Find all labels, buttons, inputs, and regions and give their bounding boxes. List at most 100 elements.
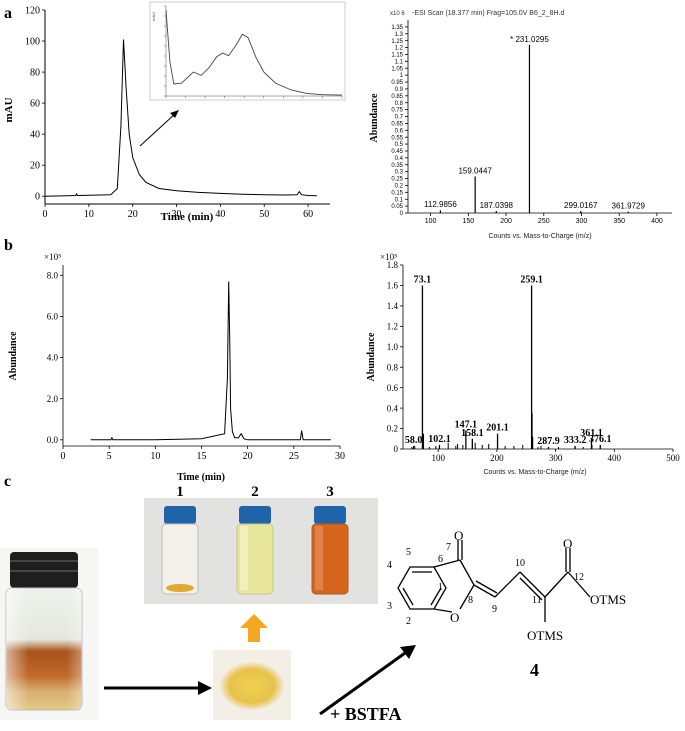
carbonyl-o: O [454,528,463,543]
reaction-arrow-right-head [198,681,212,695]
a-left-x-label: Time (min) [161,211,214,223]
inset-frame [149,1,346,101]
ester-o: O [563,536,572,551]
inset-y-label: mAU [151,12,156,21]
a-right-xtick-label: 300 [576,218,588,225]
hplc-chromatogram: 0 20 40 60 80 100 120 0 10 20 30 40 50 60 Time (min)… [3,6,330,223]
b-right-peak-label: 73.1 [414,274,432,285]
benzene-double-bond-3 [402,587,414,606]
vial-2-cap [239,506,271,524]
b-right-peak-label: 361.1 [580,428,603,439]
a-left-xtick-label: 0 [43,209,48,220]
large-vial-glare [6,588,82,710]
atom-label-9: 9 [492,604,497,615]
a-right-ytick-label: 0.4 [395,156,404,162]
atom-label-6: 6 [438,554,443,565]
a-left-xtick-label: 10 [84,209,94,220]
otms-ester: OTMS [590,592,626,607]
b-left-xtick-label: 15 [197,451,207,462]
a-right-ytick-label: 1.15 [391,53,403,59]
reaction-arrow-diagonal-head [400,645,416,659]
a-right-ytick-label: 1.2 [395,46,404,52]
bond-c10-c11-b [519,577,543,601]
large-vial-photo [0,548,98,720]
a-right-ytick-label: 0.3 [395,170,404,176]
a-left-ytick-label: 40 [30,130,40,141]
b-right-xtick-label: 500 [666,453,680,463]
b-left-series-line [90,281,331,441]
a-right-ytick-label: 0.5 [395,142,404,148]
a-right-ytick-label: 1.35 [391,25,403,31]
b-right-xtick-label: 300 [549,453,563,463]
a-right-x-label: Counts vs. Mass-to-Charge (m/z) [488,233,591,240]
vial-3-cap [314,506,346,524]
b-left-xtick-label: 25 [289,451,299,462]
b-right-ytick-label: 0.6 [387,383,399,393]
a-right-ytick-label: 0.7 [395,115,404,121]
a-right-xtick-label: 250 [538,218,550,225]
b-right-ytick-label: 0.2 [387,424,398,434]
a-right-ytick-label: 0.05 [391,204,403,210]
b-right-ytick-label: 1.6 [387,281,399,291]
a-right-ytick-label: 0 [400,211,404,217]
bond-o-c1 [433,608,453,613]
inset-series-line [165,10,343,96]
powder-pile [220,662,284,710]
up-arrow-icon [240,614,268,642]
a-left-xtick-label: 20 [128,209,138,220]
atom-label-1: 1 [438,582,443,593]
a-left-ytick-label: 100 [25,37,40,48]
vial-label-1: 1 [176,484,184,500]
a-left-ytick-label: 20 [30,161,40,172]
a-right-ytick-label: 0.55 [391,135,403,141]
esi-mass-spectrum: x10 6 -ESI Scan (18.377 min) Frag=105.0V… [369,10,672,240]
a-left-xtick-label: 40 [215,209,225,220]
atom-label-3: 3 [387,601,392,612]
a-left-series-line [44,39,317,197]
a-right-ytick-label: 0.85 [391,94,403,100]
b-left-xtick-label: 0 [61,451,66,462]
b-left-ytick-label: 4.0 [47,353,59,363]
a-right-ytick-label: 0.75 [391,108,403,114]
a-right-peak-label: 159.0447 [458,166,492,175]
a-right-xtick-label: 350 [613,218,625,225]
large-vial-cap-ridge-2 [10,570,78,572]
a-right-peak-label: 299.0167 [564,201,598,210]
atom-label-2: 2 [406,616,411,627]
atom-label-5: 5 [406,547,411,558]
a-right-peak-label: 112.9856 [424,200,457,209]
vial-label-2: 2 [251,484,259,500]
a-left-ytick-label: 0 [35,192,40,203]
otms-enol: OTMS [527,628,563,643]
large-vial-cap-ridge [10,560,78,562]
vial-3-glare [315,526,323,590]
atom-number-labels: 1 2 3 4 5 6 7 8 9 10 11 12 [387,542,584,627]
inset-pointer-arrowhead [170,110,179,118]
three-vials-photo: 1 2 3 [144,484,378,604]
b-right-ytick-label: 0.8 [387,362,399,372]
bond-c12-otms [567,571,591,598]
b-right-peak-label: 147.1 [455,420,478,431]
a-right-ytick-label: 0.15 [391,190,403,196]
b-right-ytick-label: 1.8 [387,260,399,270]
a-left-y-label: mAU [3,97,15,122]
a-right-xtick-label: 100 [425,218,437,225]
b-right-peak-label: 333.2 [564,435,587,446]
a-right-ytick-label: 0.1 [395,197,404,203]
a-right-ytick-label: 1 [400,73,404,79]
a-right-ytick-label: 0.2 [395,184,404,190]
b-right-ytick-label: 1.2 [387,321,398,331]
a-right-peak-label: 187.0398 [480,201,514,210]
a-right-ytick-label: 1.1 [395,59,404,65]
a-right-peak-label: 361.9729 [612,202,646,211]
a-right-ytick-label: 0.8 [395,101,404,107]
b-left-xtick-label: 10 [150,451,160,462]
b-right-y-label: Abundance [366,332,377,381]
b-right-xtick-label: 100 [431,453,445,463]
gc-chromatogram: ×10⁵ 0.0 2.0 4.0 6.0 8.0 0 5 10 15 20 25 30 Time (… [8,252,345,483]
vial-2-body [236,523,274,595]
b-right-scale: ×10⁵ [380,252,397,262]
atom-label-11: 11 [532,595,542,606]
b-right-peak-label: 102.1 [428,434,451,445]
